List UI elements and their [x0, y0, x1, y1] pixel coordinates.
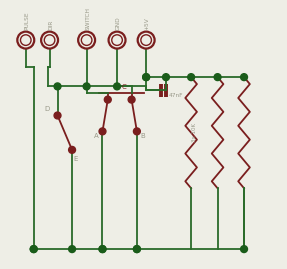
Text: DIR: DIR: [48, 20, 53, 30]
Circle shape: [99, 246, 106, 253]
Circle shape: [69, 146, 75, 153]
Text: 47nF: 47nF: [169, 93, 184, 98]
Circle shape: [128, 96, 135, 103]
Circle shape: [133, 128, 140, 135]
Circle shape: [133, 246, 140, 253]
Text: 3x 10K: 3x 10K: [193, 123, 197, 142]
Circle shape: [241, 74, 247, 81]
Circle shape: [241, 246, 247, 253]
Circle shape: [133, 246, 140, 253]
Text: E: E: [73, 157, 78, 162]
Circle shape: [69, 246, 75, 253]
Circle shape: [99, 246, 106, 253]
Text: A: A: [94, 133, 98, 139]
Circle shape: [114, 83, 121, 90]
Circle shape: [162, 74, 169, 81]
Circle shape: [104, 96, 111, 103]
Circle shape: [143, 74, 150, 81]
Text: B: B: [141, 133, 146, 139]
Circle shape: [54, 83, 61, 90]
Circle shape: [54, 112, 61, 119]
Circle shape: [30, 246, 37, 253]
Text: C: C: [121, 84, 126, 90]
Text: D: D: [44, 105, 50, 112]
Circle shape: [30, 246, 37, 253]
Text: +5V: +5V: [145, 17, 150, 30]
Text: SWITCH: SWITCH: [85, 7, 90, 30]
Circle shape: [143, 74, 150, 81]
Circle shape: [99, 128, 106, 135]
Circle shape: [188, 74, 195, 81]
Text: PULSE: PULSE: [24, 12, 29, 30]
Circle shape: [214, 74, 221, 81]
Circle shape: [83, 83, 90, 90]
Text: GND: GND: [116, 17, 121, 30]
